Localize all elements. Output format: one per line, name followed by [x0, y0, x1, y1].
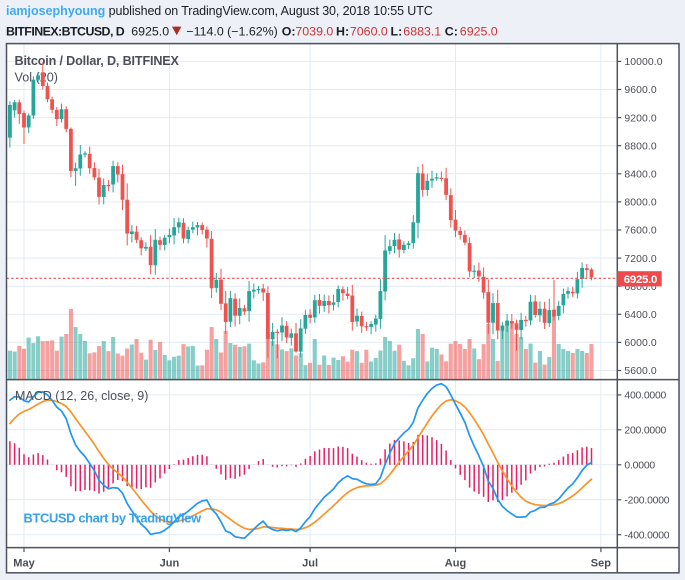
- svg-text:BITFINEX:BTCUSD, D: BITFINEX:BTCUSD, D: [6, 25, 125, 39]
- svg-text:iamjosephyoung published on Tr: iamjosephyoung published on TradingView.…: [6, 4, 433, 18]
- svg-text:-200.0000: -200.0000: [624, 496, 669, 507]
- svg-text:7039.0: 7039.0: [295, 25, 333, 39]
- svg-text:8000.0: 8000.0: [624, 198, 657, 209]
- svg-text:6000.0: 6000.0: [624, 338, 657, 349]
- svg-text:Jul: Jul: [302, 557, 318, 569]
- svg-text:May: May: [13, 557, 35, 569]
- svg-text:6925.0: 6925.0: [624, 274, 657, 286]
- svg-text:Jun: Jun: [160, 557, 180, 569]
- svg-text:400.0000: 400.0000: [624, 391, 666, 402]
- svg-text:0.0000: 0.0000: [624, 461, 655, 472]
- svg-text:Aug: Aug: [445, 557, 466, 569]
- svg-text:H:: H:: [336, 25, 349, 39]
- svg-text:6883.1: 6883.1: [403, 25, 441, 39]
- svg-text:-400.0000: -400.0000: [624, 530, 669, 541]
- svg-text:7060.0: 7060.0: [350, 25, 388, 39]
- svg-text:Sep: Sep: [591, 557, 611, 569]
- svg-text:O:: O:: [282, 25, 296, 39]
- svg-text:6800.0: 6800.0: [624, 282, 657, 293]
- svg-text:10000.0: 10000.0: [624, 57, 662, 68]
- svg-text:7200.0: 7200.0: [624, 254, 657, 265]
- svg-text:6925.0: 6925.0: [460, 25, 498, 39]
- svg-text:BTCUSD chart by TradingView: BTCUSD chart by TradingView: [24, 510, 203, 525]
- svg-text:8400.0: 8400.0: [624, 170, 657, 181]
- svg-text:L:: L:: [391, 25, 403, 39]
- svg-text:6925.0: 6925.0: [131, 25, 169, 39]
- svg-text:MACD (12, 26, close, 9): MACD (12, 26, close, 9): [15, 389, 148, 403]
- svg-text:8800.0: 8800.0: [624, 141, 657, 152]
- svg-text:7600.0: 7600.0: [624, 226, 657, 237]
- svg-text:9200.0: 9200.0: [624, 113, 657, 124]
- svg-text:6400.0: 6400.0: [624, 310, 657, 321]
- svg-text:C:: C:: [445, 25, 458, 39]
- svg-text:5600.0: 5600.0: [624, 366, 657, 377]
- svg-text:Bitcoin / Dollar, D, BITFINEX: Bitcoin / Dollar, D, BITFINEX: [15, 54, 180, 68]
- svg-text:200.0000: 200.0000: [624, 426, 666, 437]
- svg-text:−114.0 (−1.62%): −114.0 (−1.62%): [186, 25, 277, 39]
- svg-text:9600.0: 9600.0: [624, 85, 657, 96]
